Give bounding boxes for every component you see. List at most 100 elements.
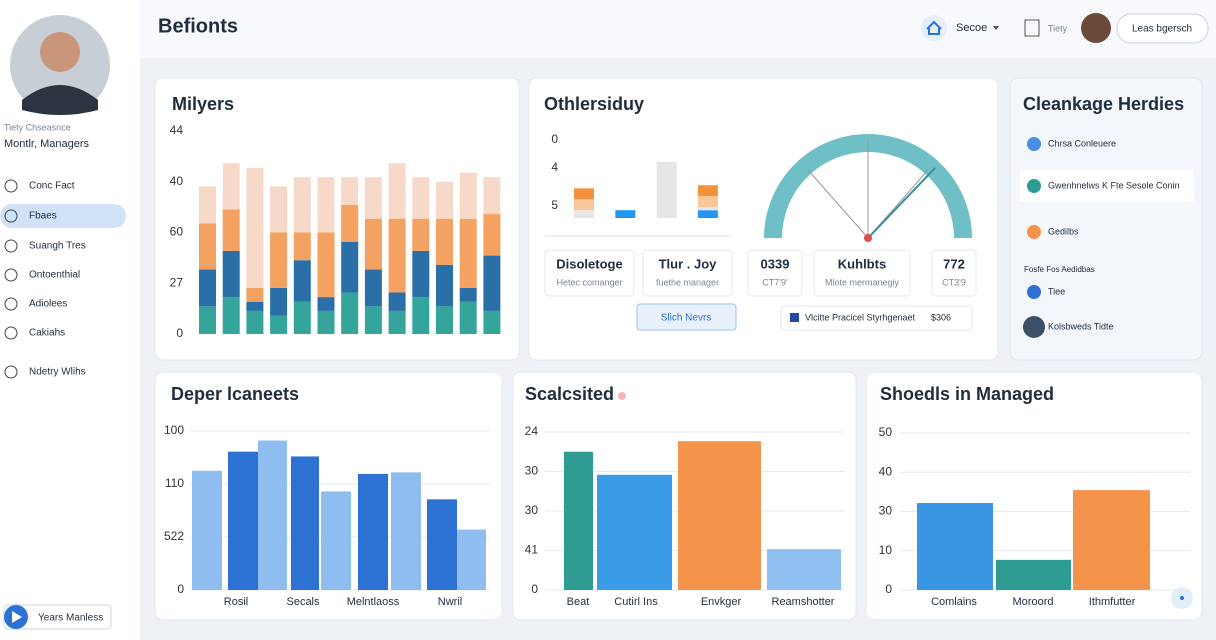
bar-segment — [697, 185, 718, 197]
y-tick-label: 0 — [531, 582, 538, 596]
list-icon — [1027, 179, 1041, 193]
x-tick-label: Envkger — [701, 596, 742, 608]
profile-role: Tiety Chseasnce — [4, 122, 71, 132]
list-item[interactable]: Gwenhnelws K Fte Sesole Conin — [1048, 180, 1180, 190]
bar-segment — [317, 310, 335, 334]
bar-segment — [293, 177, 311, 233]
bar-segment — [697, 207, 718, 211]
bar — [391, 472, 421, 590]
home-button[interactable] — [921, 15, 947, 41]
doc-icon[interactable] — [1024, 19, 1040, 37]
x-tick-label: Nwril — [438, 596, 462, 608]
header-bar — [140, 0, 1216, 58]
list-item[interactable]: Chrsa Conleuere — [1048, 138, 1116, 148]
status-dot — [618, 392, 626, 400]
y-tick-label: 44 — [170, 123, 184, 137]
bar-segment — [436, 181, 453, 219]
nav-item[interactable]: Suangh Tres — [29, 241, 86, 252]
list-item[interactable]: Gedilbs — [1048, 226, 1079, 236]
nav-icon[interactable] — [4, 365, 18, 379]
action-button[interactable] — [636, 303, 737, 331]
bar-segment — [270, 186, 288, 233]
nav-item[interactable]: Cakiahs — [29, 328, 65, 339]
promo-text: Vlcitte Pracicel Styrhgenaet — [805, 312, 916, 322]
bar-segment — [222, 297, 240, 334]
panel-title: Deper lcaneets — [171, 384, 299, 404]
nav-icon[interactable] — [4, 209, 18, 223]
nav-active[interactable] — [0, 204, 126, 228]
list-item[interactable]: Fosfe Fos Aedidbas — [1024, 265, 1095, 274]
panel — [1009, 77, 1203, 361]
bar — [1073, 490, 1150, 590]
stat-sub: Mlote mermanegiy — [825, 277, 900, 287]
gauge-pointer — [867, 167, 936, 239]
bar-segment — [293, 260, 311, 302]
bar-segment — [459, 172, 477, 219]
stat-title: 772 — [943, 256, 965, 271]
y-tick-label: 5 — [551, 198, 558, 212]
bar-segment — [341, 292, 359, 334]
bar — [917, 503, 993, 590]
bar-segment — [388, 310, 406, 334]
menu-label[interactable]: Secoe — [956, 22, 987, 34]
list-item[interactable]: Kolsbweds Tidte — [1048, 321, 1114, 331]
bar-segment — [483, 177, 501, 215]
nav-icon[interactable] — [4, 179, 18, 193]
user-avatar[interactable] — [1081, 13, 1111, 43]
x-tick-label: Beat — [567, 596, 590, 608]
y-tick-label: 27 — [170, 275, 184, 289]
y-tick-label: 100 — [164, 423, 184, 437]
bar-segment — [574, 199, 594, 211]
fab-dot — [1180, 596, 1184, 600]
bar-segment — [222, 209, 240, 251]
nav-item[interactable]: Fbaes — [29, 211, 57, 222]
x-tick-label: Comlains — [931, 596, 977, 608]
bar — [996, 559, 1071, 590]
nav-icon[interactable] — [4, 268, 18, 282]
list-icon — [1023, 316, 1045, 338]
x-tick-label: Reamshotter — [772, 596, 835, 608]
y-tick-label: 10 — [879, 543, 893, 557]
nav-item[interactable]: Conc Fact — [29, 181, 75, 192]
bar-segment — [222, 163, 240, 210]
bar — [358, 473, 388, 590]
nav-icon[interactable] — [4, 326, 18, 340]
stat-sub: CT3'9 — [942, 277, 966, 287]
y-tick-label: 60 — [170, 225, 184, 239]
promo-icon — [790, 313, 799, 322]
bar — [228, 451, 258, 590]
bar-segment — [459, 301, 477, 334]
y-tick-label: 4 — [551, 160, 558, 174]
x-tick-label: Moroord — [1013, 596, 1054, 608]
nav-icon[interactable] — [4, 297, 18, 311]
bar-segment — [293, 232, 311, 261]
stat-sub: fuethe manager — [656, 277, 719, 287]
action-button-label[interactable]: Slich Nevrs — [661, 313, 712, 324]
bar — [457, 529, 486, 590]
footer-button-label[interactable]: Years Manless — [38, 613, 103, 624]
nav-item[interactable]: Ndetry Wlihs — [29, 367, 86, 378]
bar-segment — [459, 218, 477, 288]
bar-segment — [341, 204, 359, 242]
avatar-body — [22, 85, 98, 115]
header-button[interactable] — [1116, 13, 1209, 44]
bar — [597, 474, 672, 590]
header-button-label[interactable]: Leas bgersch — [1132, 24, 1192, 35]
panel-title: Othlersiduy — [544, 94, 644, 114]
nav-item[interactable]: Ontoenthial — [29, 270, 80, 281]
y-tick-label: 40 — [170, 174, 184, 188]
bar-segment — [246, 287, 264, 302]
icon-label: Tiety — [1048, 23, 1068, 33]
nav-icon[interactable] — [4, 239, 18, 253]
list-icon — [1027, 285, 1041, 299]
nav-item[interactable]: Adiolees — [29, 299, 67, 310]
bar-segment — [459, 287, 477, 302]
bar-segment — [483, 214, 501, 256]
bar-segment — [364, 177, 382, 219]
list-item[interactable]: Tiee — [1048, 286, 1065, 296]
panel-title: Scalcsited — [525, 384, 614, 404]
menu-caret — [993, 26, 999, 30]
x-tick-label: Melntlaoss — [347, 596, 400, 608]
bar-segment — [246, 167, 264, 288]
bar-segment — [364, 306, 382, 334]
